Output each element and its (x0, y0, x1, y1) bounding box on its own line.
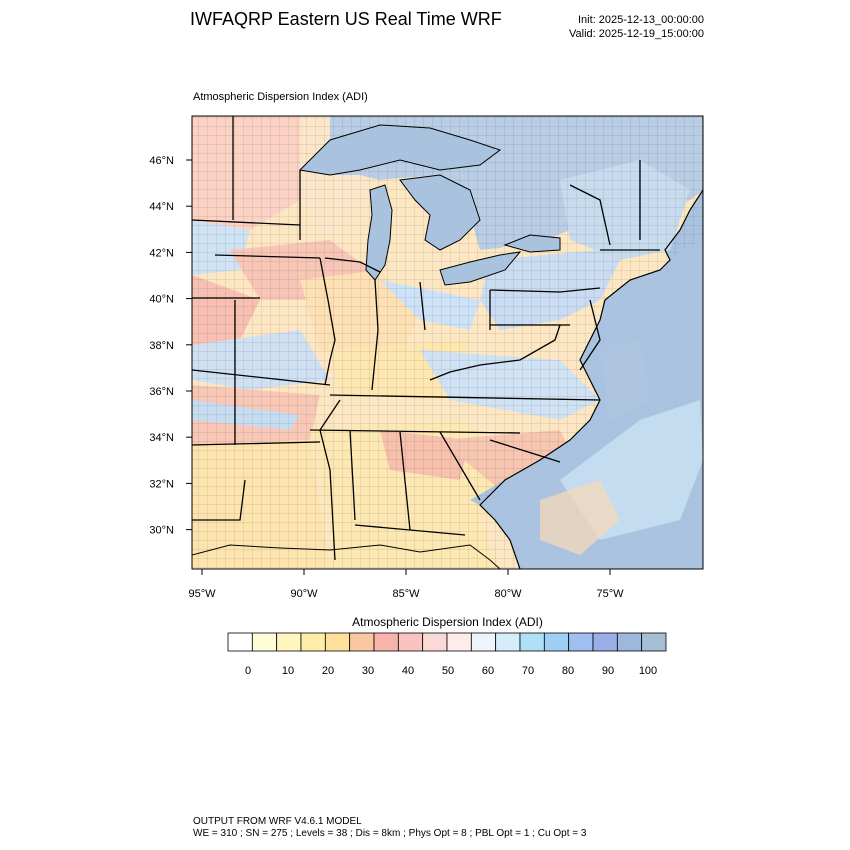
colorbar-label: 40 (402, 665, 414, 677)
plot-label: Atmospheric Dispersion Index (ADI) (193, 91, 368, 103)
coastline (479, 189, 703, 569)
lat-tick-label: 34°N (149, 432, 174, 444)
colorbar-swatch (324, 632, 351, 652)
colorbar-swatch (519, 632, 545, 652)
colorbar-swatch (568, 632, 594, 652)
colorbar-swatch (422, 632, 448, 652)
footer: OUTPUT FROM WRF V4.6.1 MODEL WE = 310 ; … (193, 816, 586, 840)
footer-line-1: OUTPUT FROM WRF V4.6.1 MODEL (193, 816, 362, 827)
colorbar-swatch (616, 632, 643, 652)
colorbar-swatch (397, 632, 424, 652)
colorbar-label: 70 (522, 665, 534, 677)
state-boundaries (192, 116, 660, 561)
lat-tick-label: 46°N (149, 155, 174, 167)
lon-tick-label: 80°W (494, 588, 522, 600)
valid-time: Valid: 2025-12-19_15:00:00 (569, 28, 704, 40)
colorbar-label: 80 (562, 665, 574, 677)
colorbar-label: 20 (322, 665, 334, 677)
lon-tick-label: 85°W (392, 588, 420, 600)
lat-tick-label: 44°N (149, 201, 174, 213)
colorbar-swatch (300, 632, 326, 652)
lat-axis: 46°N 44°N 42°N 40°N 38°N 36°N 34°N 32°N 30°N (149, 155, 192, 537)
colorbar-label: 0 (245, 665, 251, 677)
colorbar-label: 30 (362, 665, 374, 677)
colorbar: 0 10 20 30 40 50 60 70 80 90 100 (227, 632, 667, 677)
lat-tick-label: 42°N (149, 247, 174, 259)
colorbar-swatch (641, 632, 667, 652)
colorbar-swatch (592, 632, 618, 652)
lat-tick-label: 36°N (149, 386, 174, 398)
lon-axis: 95°W 90°W 85°W 80°W 75°W (188, 569, 624, 600)
colorbar-label: 60 (482, 665, 494, 677)
lat-tick-label: 40°N (149, 294, 174, 306)
colorbar-label: 90 (602, 665, 614, 677)
colorbar-swatch (349, 632, 375, 652)
lat-tick-label: 38°N (149, 340, 174, 352)
lat-tick-label: 32°N (149, 478, 174, 490)
map-area (192, 116, 703, 569)
colorbar-swatch (276, 632, 302, 652)
footer-line-2: WE = 310 ; SN = 275 ; Levels = 38 ; Dis … (193, 828, 587, 839)
page-title: IWFAQRP Eastern US Real Time WRF (190, 9, 502, 29)
colorbar-swatch (495, 632, 521, 652)
colorbar-title: Atmospheric Dispersion Index (ADI) (352, 615, 543, 629)
colorbar-swatch (373, 632, 399, 652)
lon-tick-label: 90°W (290, 588, 318, 600)
colorbar-label: 100 (639, 665, 657, 677)
init-time: Init: 2025-12-13_00:00:00 (578, 14, 704, 26)
colorbar-swatch (543, 632, 570, 652)
lat-tick-label: 30°N (149, 525, 174, 537)
lon-tick-label: 95°W (188, 588, 216, 600)
colorbar-label: 50 (442, 665, 454, 677)
colorbar-swatch (251, 632, 278, 652)
map-frame (191, 115, 704, 570)
colorbar-label: 10 (282, 665, 294, 677)
lon-tick-label: 75°W (596, 588, 624, 600)
colorbar-swatch (470, 632, 497, 652)
colorbar-swatch (227, 632, 253, 652)
time-info: Init: 2025-12-13_00:00:00 Valid: 2025-12… (569, 13, 704, 41)
colorbar-swatch (446, 632, 472, 652)
